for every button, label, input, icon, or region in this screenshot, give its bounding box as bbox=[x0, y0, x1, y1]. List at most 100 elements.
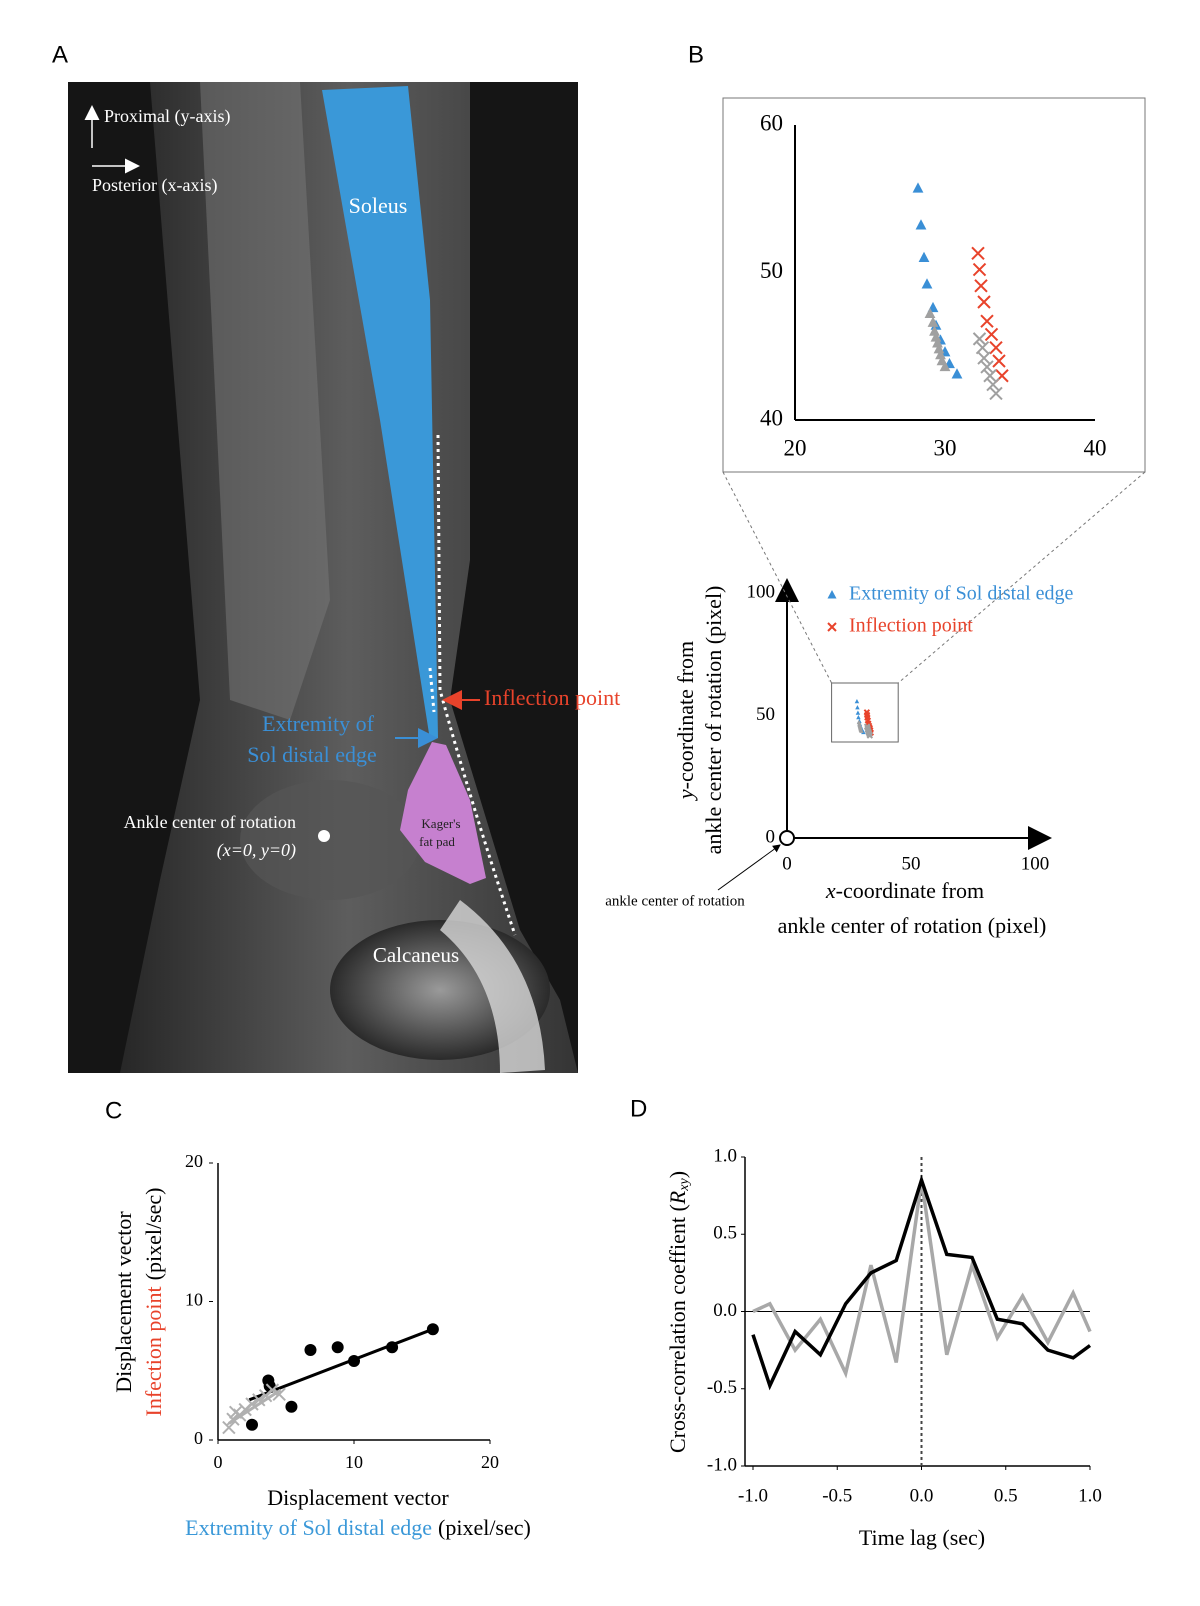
y-axis-label-part: R bbox=[665, 1190, 690, 1205]
x-tick-label: -0.5 bbox=[822, 1485, 852, 1506]
triangle-point bbox=[859, 728, 864, 733]
label: Proximal (y-axis) bbox=[104, 106, 230, 127]
annotation: ankle center of rotation bbox=[605, 893, 745, 909]
y-axis-label-part: Infection point bbox=[141, 1286, 166, 1416]
x-point bbox=[972, 332, 987, 346]
triangle-point bbox=[854, 699, 860, 704]
circle-point bbox=[246, 1418, 258, 1431]
circle-point bbox=[304, 1343, 317, 1356]
triangle-point bbox=[856, 714, 861, 720]
x-tick-label: 0 bbox=[214, 1452, 223, 1472]
zoom-line bbox=[897, 471, 1146, 684]
panel-label: A bbox=[52, 41, 68, 68]
x-tick-label: 30 bbox=[934, 435, 957, 460]
fat-pad bbox=[400, 742, 486, 884]
y-axis-label: Displacement vector bbox=[111, 1211, 136, 1393]
x-tick-label: 20 bbox=[784, 435, 807, 460]
circle-point bbox=[386, 1341, 399, 1354]
y-tick-label: 0.5 bbox=[713, 1223, 737, 1244]
x-point bbox=[974, 279, 988, 293]
x-point bbox=[272, 1387, 286, 1402]
y-axis-label: Infection point (pixel/sec) bbox=[141, 1188, 166, 1417]
y-tick-label: -0.5 bbox=[707, 1377, 737, 1398]
y-tick-label: 50 bbox=[756, 704, 775, 725]
triangle-point bbox=[855, 705, 860, 710]
soleus bbox=[322, 86, 438, 740]
panel-label: B bbox=[688, 41, 704, 68]
panel-a: A Proximal (y-axis) Posterior (x-axis) S… bbox=[52, 41, 620, 1073]
x-tick-label: 0.0 bbox=[910, 1485, 934, 1506]
triangle-point bbox=[933, 343, 945, 354]
label: Inflection point bbox=[484, 685, 620, 710]
talus bbox=[240, 780, 420, 900]
triangle-point bbox=[951, 368, 963, 379]
y-tick-label: 0 bbox=[194, 1428, 203, 1448]
y-tick-label: 1.0 bbox=[713, 1145, 737, 1166]
y-tick-label: 40 bbox=[760, 405, 783, 430]
x-tick-label: 10 bbox=[345, 1452, 363, 1472]
x-point bbox=[980, 314, 994, 328]
x-point bbox=[226, 1412, 240, 1426]
x-axis-label: ankle center of rotation (pixel) bbox=[778, 913, 1047, 938]
x-point bbox=[977, 351, 991, 365]
label: Posterior (x-axis) bbox=[92, 175, 217, 196]
x-axis-label: Time lag (sec) bbox=[859, 1525, 985, 1550]
x-point bbox=[265, 1383, 280, 1397]
x-point bbox=[971, 246, 985, 261]
triangle-point bbox=[932, 337, 943, 348]
y-tick-label: 0 bbox=[766, 826, 776, 847]
annotation-arrow bbox=[717, 844, 781, 891]
legend-label: Extremity of Sol distal edge bbox=[849, 583, 1074, 605]
panel-label: C bbox=[105, 1097, 122, 1124]
x-axis-label-part: Extremity of Sol distal edge bbox=[185, 1515, 432, 1540]
circle-point bbox=[426, 1323, 439, 1336]
triangle-point bbox=[918, 251, 930, 262]
y-tick-label: 0.0 bbox=[713, 1300, 737, 1321]
triangle-point bbox=[855, 710, 861, 715]
x-tick-label: 100 bbox=[1021, 853, 1050, 874]
y-tick-label: 50 bbox=[760, 258, 783, 283]
zoom-box bbox=[831, 682, 899, 743]
x-point bbox=[245, 1397, 259, 1411]
triangle-point bbox=[912, 182, 924, 193]
x-axis-label: Displacement vector bbox=[267, 1485, 449, 1510]
y-tick-label: 20 bbox=[185, 1151, 203, 1171]
x-point bbox=[977, 295, 991, 309]
y-axis-label: ankle center of rotation (pixel) bbox=[701, 586, 726, 855]
y-axis-label-var: y bbox=[673, 789, 698, 801]
x-point bbox=[866, 732, 874, 739]
x-point bbox=[252, 1393, 266, 1407]
x-axis-label-part: (pixel/sec) bbox=[438, 1515, 531, 1540]
x-tick-label: 20 bbox=[481, 1452, 499, 1472]
origin bbox=[779, 830, 795, 846]
label: (x=0, y=0) bbox=[217, 840, 296, 861]
y-axis-label-part: Cross-correlation coeffient ( bbox=[665, 1204, 690, 1453]
triangle-point bbox=[915, 219, 927, 230]
x-axis-label-var: x bbox=[825, 878, 836, 903]
y-axis-label-part: ) bbox=[665, 1171, 690, 1178]
x-point bbox=[827, 622, 837, 632]
trend-line bbox=[248, 1327, 434, 1402]
x-tick-label: 0 bbox=[782, 853, 792, 874]
circle-point bbox=[285, 1400, 298, 1413]
label: Kager's bbox=[421, 816, 460, 831]
panel-label: D bbox=[630, 1095, 647, 1122]
x-tick-label: 0.5 bbox=[994, 1485, 1018, 1506]
x-axis-label: x-coordinate from bbox=[825, 878, 984, 903]
y-tick-label: 10 bbox=[185, 1290, 203, 1310]
triangle-point bbox=[827, 590, 837, 599]
tibia bbox=[200, 82, 330, 720]
x-axis-label-text: -coordinate from bbox=[836, 878, 984, 903]
series-line bbox=[751, 1174, 1092, 1391]
circle-point bbox=[331, 1341, 344, 1354]
x-point bbox=[989, 386, 1003, 401]
legend-label: Inflection point bbox=[849, 615, 973, 637]
label: Soleus bbox=[349, 193, 408, 218]
x-point bbox=[983, 369, 997, 383]
triangle-point bbox=[921, 278, 933, 289]
y-tick-label: 60 bbox=[760, 110, 783, 135]
x-tick-label: 50 bbox=[902, 853, 921, 874]
triangle-point bbox=[924, 307, 936, 318]
